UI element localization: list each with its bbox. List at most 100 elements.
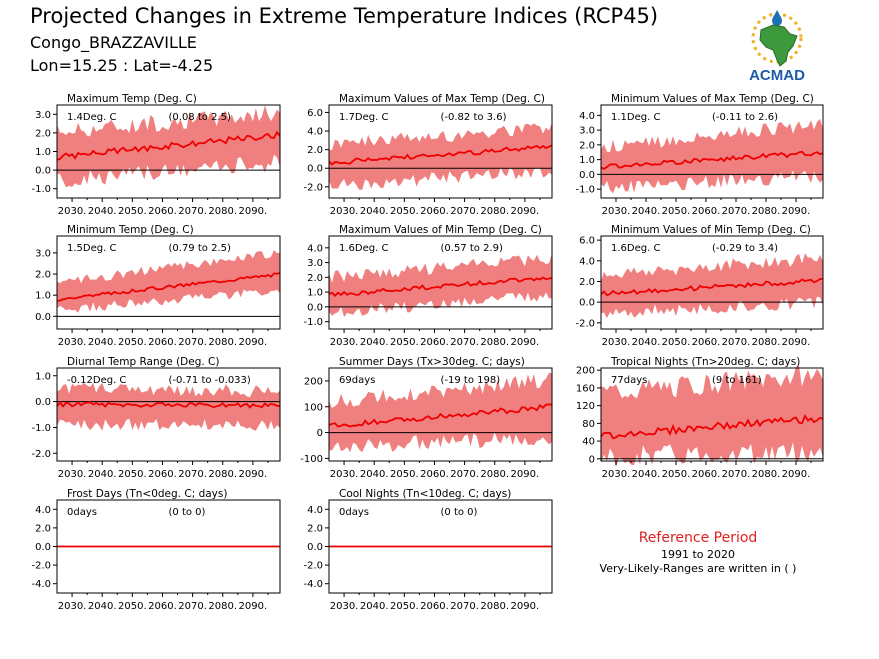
x-tick-label: 2080. <box>208 206 237 217</box>
x-tick-label: 2030. <box>58 206 87 217</box>
y-tick-label: 2.0 <box>307 273 323 284</box>
x-tick-label: 2050. <box>390 601 419 612</box>
y-tick-label: 3.0 <box>35 110 51 121</box>
x-tick-label: 2080. <box>752 469 781 480</box>
chart-panel-11: -4.0 -2.0 0.0 2.0 4.0 2030. 2040. 2050. 2060. 207… <box>303 488 553 612</box>
x-tick-label: 2070. <box>722 469 751 480</box>
x-tick-label: 2050. <box>662 469 691 480</box>
x-tick-label: 2070. <box>178 469 207 480</box>
x-tick-label: 2050. <box>390 206 419 217</box>
x-tick-label: 2060. <box>692 337 721 348</box>
x-tick-label: 2030. <box>602 337 631 348</box>
x-tick-label: 2040. <box>88 206 117 217</box>
x-tick-label: 2090. <box>511 469 540 480</box>
chart-panel-10: -4.0 -2.0 0.0 2.0 4.0 2030. 2040. 2050. 2060. 207… <box>31 488 281 612</box>
x-tick-label: 2050. <box>390 337 419 348</box>
x-tick-label: 2030. <box>330 601 359 612</box>
plot-frame <box>328 235 553 330</box>
y-tick-label: 1.0 <box>35 291 51 302</box>
y-tick-label: 0.0 <box>35 542 51 553</box>
y-tick-label: 120 <box>576 401 595 412</box>
x-tick-label: 2090. <box>782 337 811 348</box>
x-tick-label: 2060. <box>420 601 449 612</box>
panel-range-value: (-19 to 198) <box>441 375 501 386</box>
x-tick-label: 2030. <box>58 469 87 480</box>
range-band <box>601 365 823 468</box>
acmad-logo: ACMAD <box>749 10 805 84</box>
x-tick-label: 2070. <box>450 337 479 348</box>
y-tick-label: 0 <box>589 454 595 465</box>
x-tick-label: 2060. <box>148 601 177 612</box>
x-tick-label: 2090. <box>511 206 540 217</box>
x-tick-label: 2030. <box>58 601 87 612</box>
x-tick-label: 2050. <box>662 206 691 217</box>
logo-text: ACMAD <box>749 67 805 84</box>
x-tick-label: 2030. <box>330 337 359 348</box>
y-tick-label: 0.0 <box>307 164 323 175</box>
plot-frame <box>600 104 824 199</box>
x-tick-label: 2050. <box>118 206 147 217</box>
panel-range-value: (0.57 to 2.9) <box>441 243 503 254</box>
panel-mean-value: 1.1Deg. C <box>611 112 660 123</box>
x-tick-label: 2060. <box>692 206 721 217</box>
y-tick-label: 4.0 <box>307 127 323 138</box>
mean-line <box>600 150 824 170</box>
x-tick-label: 2040. <box>88 469 117 480</box>
panel-range-value: (0 to 0) <box>441 507 478 518</box>
x-tick-label: 2060. <box>148 337 177 348</box>
x-tick-label: 2060. <box>148 206 177 217</box>
mean-line <box>56 272 281 302</box>
chart-panel-8: -100 0 100 200 2030. 2040. 2050. 2060. 2070. 2080… <box>300 356 553 480</box>
x-tick-label: 2070. <box>450 601 479 612</box>
x-tick-label: 2040. <box>360 206 389 217</box>
x-tick-label: 2070. <box>178 601 207 612</box>
mean-line <box>56 400 281 409</box>
y-tick-label: -4.0 <box>303 579 323 590</box>
y-tick-label: 100 <box>304 402 323 413</box>
panel-title: Cool Nights (Tn<10deg. C; days) <box>339 488 511 500</box>
reference-period-box: Reference Period 1991 to 2020 Very-Likel… <box>580 530 816 575</box>
x-tick-label: 2050. <box>118 601 147 612</box>
x-tick-label: 2060. <box>148 469 177 480</box>
x-tick-label: 2070. <box>450 206 479 217</box>
panel-range-value: (9 to 161) <box>712 375 762 386</box>
chart-panel-6: -2.0 0.0 2.0 4.0 6.0 2030. 2040. 2050. 2060. 2070… <box>575 224 824 348</box>
panel-range-value: (-0.82 to 3.6) <box>441 112 507 123</box>
panel-range-value: (0 to 0) <box>169 507 206 518</box>
reference-period-note: Very-Likely-Ranges are written in ( ) <box>599 562 797 575</box>
panel-title: Maximum Values of Max Temp (Deg. C) <box>339 93 545 105</box>
panel-title: Tropical Nights (Tn>20deg. C; days) <box>610 356 800 368</box>
x-tick-label: 2070. <box>450 469 479 480</box>
y-tick-label: 40 <box>582 437 595 448</box>
panel-title: Minimum Values of Min Temp (Deg. C) <box>611 224 811 236</box>
y-tick-label: -100 <box>300 454 323 465</box>
y-tick-label: -2.0 <box>31 449 51 460</box>
x-tick-label: 2060. <box>420 469 449 480</box>
y-tick-label: 0.0 <box>307 542 323 553</box>
y-tick-label: -2.0 <box>303 182 323 193</box>
panel-range-value: (-0.11 to 2.6) <box>712 112 778 123</box>
x-tick-label: 2080. <box>752 206 781 217</box>
y-tick-label: 3.0 <box>307 258 323 269</box>
y-tick-label: -1.0 <box>575 185 595 196</box>
mean-line <box>56 130 281 161</box>
y-tick-label: -2.0 <box>31 561 51 572</box>
x-tick-label: 2080. <box>752 337 781 348</box>
x-tick-label: 2030. <box>58 337 87 348</box>
y-tick-label: 4.0 <box>307 243 323 254</box>
mean-line <box>328 144 553 166</box>
panel-mean-value: 0days <box>339 507 369 518</box>
x-tick-label: 2080. <box>480 601 509 612</box>
x-tick-label: 2050. <box>118 469 147 480</box>
plot-frame <box>328 367 553 462</box>
x-tick-label: 2040. <box>632 337 661 348</box>
x-tick-label: 2090. <box>782 469 811 480</box>
y-tick-label: 2.0 <box>307 523 323 534</box>
y-tick-label: 6.0 <box>579 236 595 247</box>
y-tick-label: 2.0 <box>579 277 595 288</box>
y-tick-label: 160 <box>576 383 595 394</box>
y-tick-label: 6.0 <box>307 108 323 119</box>
